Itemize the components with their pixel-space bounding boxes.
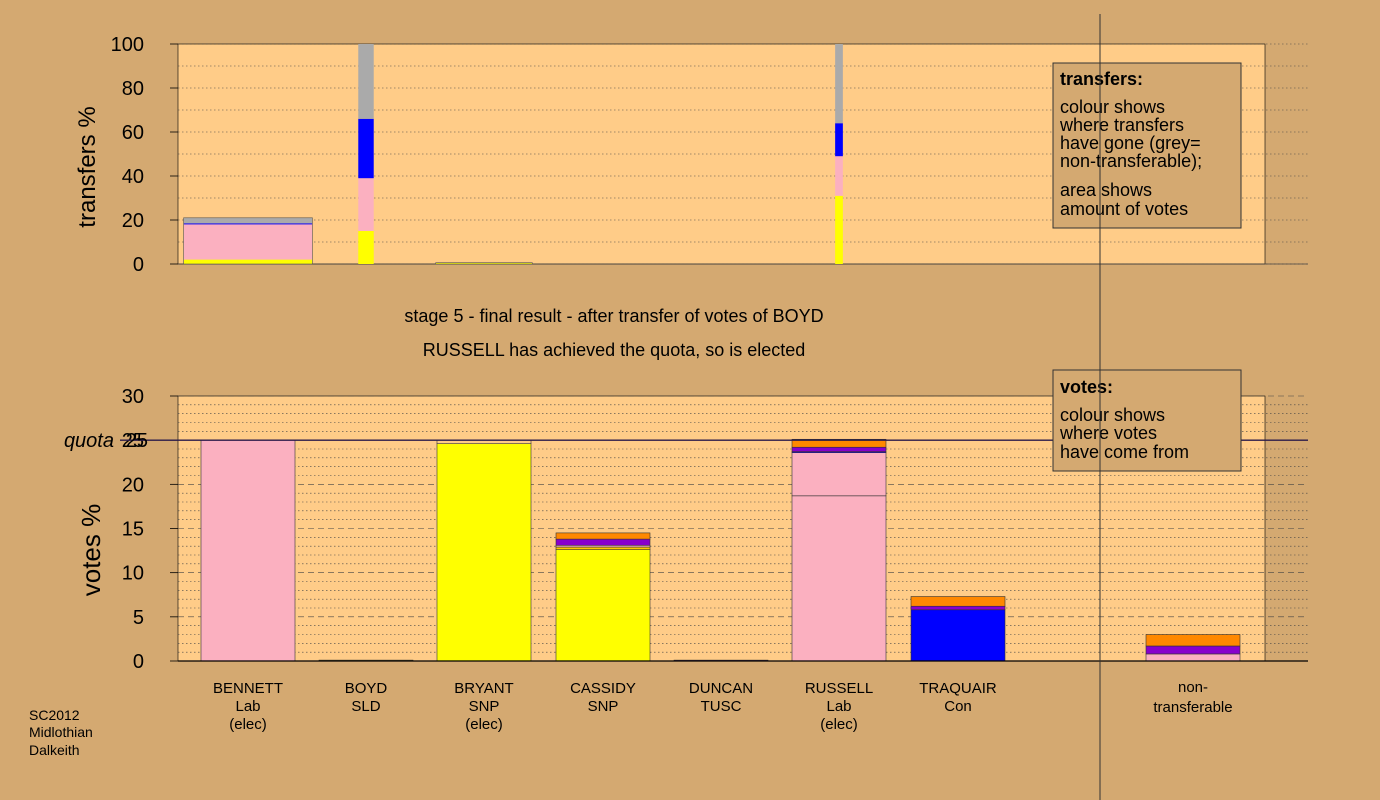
transfers-legend-line: amount of votes [1060,199,1188,219]
transfer-segment [183,224,313,260]
nontransferable-label: non- [1178,679,1208,696]
y-tick-label: 25 [122,430,144,452]
candidate-labels: BENNETTLab(elec)BOYDSLDBRYANTSNP(elec)CA… [213,680,997,733]
candidate-label: BENNETT [213,680,283,697]
candidate-label: Con [944,698,972,715]
y-tick-label: 100 [111,34,144,56]
y-tick-label: 0 [133,254,144,276]
votes-legend-line: colour shows [1060,405,1165,425]
transfer-segment [183,223,313,225]
transfers-legend-line: non-transferable); [1060,151,1202,171]
candidate-label: (elec) [465,716,503,733]
votes-legend: votes: colour shows where votes have com… [1052,369,1242,472]
candidate-label: RUSSELL [805,680,873,697]
candidate-label: SNP [469,698,500,715]
candidate-label: Lab [826,698,851,715]
y-tick-label: 80 [122,78,144,100]
transfers-panel: 0 20 40 60 80 100 transfers % transfers: colo… [74,34,1308,276]
transfer-segment [358,178,374,231]
transfer-bar-outline [183,217,313,265]
transfers-legend: transfers: colour shows where transfers … [1052,62,1242,229]
votes-bars [178,438,1308,662]
y-tick-label: 15 [122,519,144,541]
y-tick-label: 40 [122,166,144,188]
votes-legend-title: votes: [1060,377,1113,397]
vote-segment [555,546,651,550]
candidate-label: TRAQUAIR [919,680,997,697]
vote-segment [910,605,1006,611]
footer-ward: Dalkeith [29,742,80,758]
vote-segment [791,438,887,448]
y-tick-label: 0 [133,651,144,673]
transfers-legend-line: have gone (grey= [1060,133,1201,153]
transfers-y-axis-label: transfers % [74,106,101,227]
vote-segment [555,532,651,540]
transfer-segment [183,259,313,264]
transfer-segment [835,44,843,124]
transfers-bars [183,44,843,265]
y-tick-label: 20 [122,474,144,496]
y-tick-label: 20 [122,210,144,232]
candidate-label: SNP [588,698,619,715]
transfer-segment [358,231,374,264]
transfer-segment [358,44,374,119]
vote-segment [791,446,887,452]
votes-y-axis: 0 5 10 15 20 25 30 [122,386,178,673]
footer-council: Midlothian [29,724,93,740]
candidate-label: Lab [235,698,260,715]
transfer-segment [835,156,843,196]
votes-y-axis-label: votes % [76,504,106,597]
vote-segment [1145,645,1241,655]
transfer-segment [435,262,533,264]
vote-segment [200,439,296,662]
transfers-y-axis: 0 20 40 60 80 100 [111,34,178,276]
transfers-legend-line: area shows [1060,180,1152,200]
vote-segment [436,443,532,662]
y-tick-label: 10 [122,563,144,585]
candidate-label: DUNCAN [689,680,753,697]
vote-segment [791,452,887,497]
y-tick-label: 5 [133,607,144,629]
result-heading: RUSSELL has achieved the quota, so is el… [423,340,806,360]
y-tick-label: 60 [122,122,144,144]
votes-legend-line: where votes [1059,423,1157,443]
transfer-segment [835,195,843,264]
transfer-bar-outline [435,262,533,265]
footer-election: SC2012 [29,707,80,723]
transfer-segment [835,123,843,157]
nontransferable-label: transferable [1153,699,1232,716]
transfers-legend-box [1052,62,1242,229]
candidate-label: (elec) [820,716,858,733]
vote-segment [791,495,887,662]
vote-segment [1145,634,1241,647]
vote-segment [910,609,1006,662]
y-tick-label: 30 [122,386,144,408]
vote-segment [910,596,1006,607]
vote-segment [1145,653,1241,662]
quota-label: quota [64,430,114,452]
candidate-label: (elec) [229,716,267,733]
transfer-segment [183,217,313,224]
transfer-segment [358,118,374,179]
candidate-label: CASSIDY [570,680,636,697]
transfers-legend-line: colour shows [1060,97,1165,117]
transfers-legend-title: transfers: [1060,69,1143,89]
votes-legend-line: have come from [1060,442,1189,462]
votes-legend-box [1052,369,1242,472]
transfers-legend-line: where transfers [1059,115,1184,135]
vote-segment [555,538,651,546]
candidate-label: BOYD [345,680,388,697]
candidate-label: TUSC [701,698,742,715]
candidate-label: BRYANT [454,680,513,697]
candidate-label: SLD [351,698,380,715]
quota-tick-label: 25 [126,430,148,452]
stage-heading: stage 5 - final result - after transfer … [404,306,823,326]
vote-segment [555,549,651,662]
